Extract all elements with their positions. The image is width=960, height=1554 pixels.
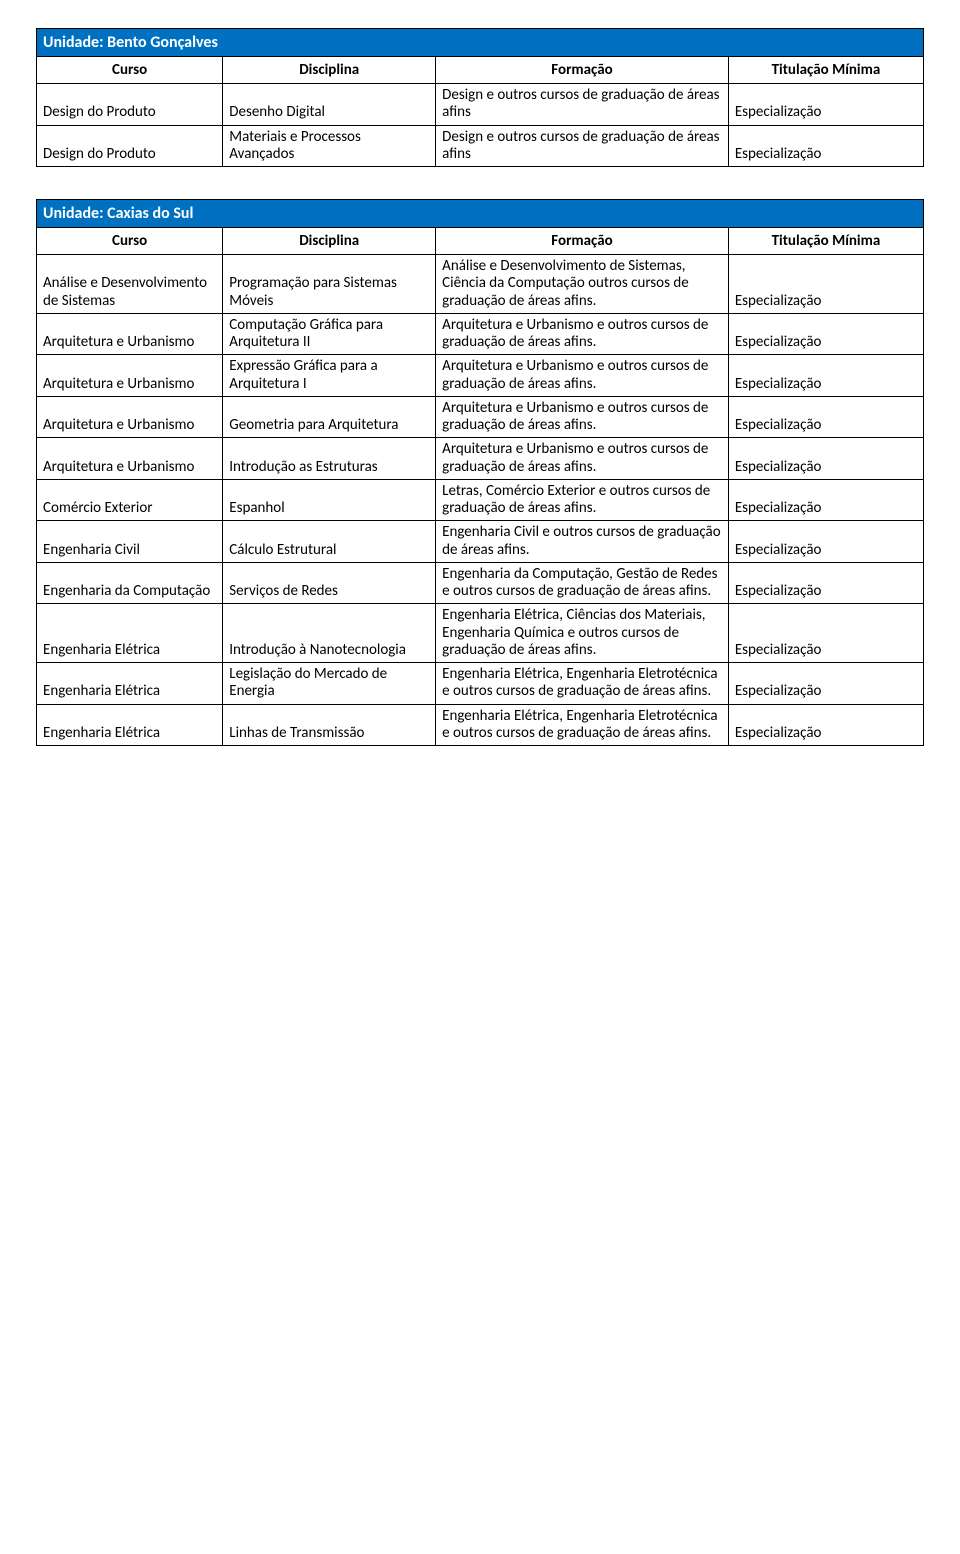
cell-formacao: Arquitetura e Urbanismo e outros cursos …	[436, 355, 729, 397]
cell-disciplina: Introdução à Nanotecnologia	[223, 604, 436, 663]
cell-curso: Design do Produto	[37, 125, 223, 167]
cell-disciplina: Linhas de Transmissão	[223, 704, 436, 746]
column-header-curso: Curso	[37, 57, 223, 84]
cell-formacao: Letras, Comércio Exterior e outros curso…	[436, 479, 729, 521]
cell-curso: Arquitetura e Urbanismo	[37, 438, 223, 480]
column-header-disciplina: Disciplina	[223, 57, 436, 84]
table-row: Engenharia da ComputaçãoServiços de Rede…	[37, 562, 924, 604]
cell-curso: Engenharia Civil	[37, 521, 223, 563]
cell-titulacao: Especialização	[728, 84, 923, 126]
cell-titulacao: Especialização	[728, 355, 923, 397]
cell-curso: Engenharia Elétrica	[37, 663, 223, 705]
cell-disciplina: Computação Gráfica para Arquitetura II	[223, 313, 436, 355]
cell-titulacao: Especialização	[728, 663, 923, 705]
column-header-formacao: Formação	[436, 228, 729, 255]
cell-formacao: Engenharia Elétrica, Ciências dos Materi…	[436, 604, 729, 663]
cell-formacao: Engenharia Civil e outros cursos de grad…	[436, 521, 729, 563]
cell-curso: Análise e Desenvolvimento de Sistemas	[37, 255, 223, 314]
table-row: Engenharia CivilCálculo EstruturalEngenh…	[37, 521, 924, 563]
cell-formacao: Design e outros cursos de graduação de á…	[436, 84, 729, 126]
table-row: Design do ProdutoDesenho DigitalDesign e…	[37, 84, 924, 126]
cell-formacao: Arquitetura e Urbanismo e outros cursos …	[436, 313, 729, 355]
unit-title: Unidade: Caxias do Sul	[37, 200, 924, 228]
cell-formacao: Análise e Desenvolvimento de Sistemas, C…	[436, 255, 729, 314]
cell-formacao: Arquitetura e Urbanismo e outros cursos …	[436, 438, 729, 480]
cell-curso: Arquitetura e Urbanismo	[37, 355, 223, 397]
table-row: Arquitetura e UrbanismoComputação Gráfic…	[37, 313, 924, 355]
cell-titulacao: Especialização	[728, 562, 923, 604]
cell-disciplina: Programação para Sistemas Móveis	[223, 255, 436, 314]
cell-disciplina: Legislação do Mercado de Energia	[223, 663, 436, 705]
cell-curso: Design do Produto	[37, 84, 223, 126]
table-row: Arquitetura e UrbanismoIntrodução as Est…	[37, 438, 924, 480]
column-header-titulacao: Titulação Mínima	[728, 228, 923, 255]
cell-titulacao: Especialização	[728, 396, 923, 438]
cell-curso: Comércio Exterior	[37, 479, 223, 521]
cell-titulacao: Especialização	[728, 521, 923, 563]
cell-disciplina: Introdução as Estruturas	[223, 438, 436, 480]
table-row: Comércio Exterior Espanhol Letras, Comér…	[37, 479, 924, 521]
cell-titulacao: Especialização	[728, 604, 923, 663]
section-table: Unidade: Bento GonçalvesCursoDisciplinaF…	[36, 28, 924, 167]
cell-formacao: Arquitetura e Urbanismo e outros cursos …	[436, 396, 729, 438]
cell-curso: Engenharia Elétrica	[37, 604, 223, 663]
unit-title: Unidade: Bento Gonçalves	[37, 29, 924, 57]
cell-formacao: Engenharia Elétrica, Engenharia Eletroté…	[436, 704, 729, 746]
unit-header-row: Unidade: Caxias do Sul	[37, 200, 924, 228]
cell-formacao: Design e outros cursos de graduação de á…	[436, 125, 729, 167]
column-header-disciplina: Disciplina	[223, 228, 436, 255]
column-header-row: CursoDisciplinaFormaçãoTitulação Mínima	[37, 228, 924, 255]
cell-disciplina: Serviços de Redes	[223, 562, 436, 604]
table-row: Design do ProdutoMateriais e Processos A…	[37, 125, 924, 167]
table-row: Arquitetura e UrbanismoExpressão Gráfica…	[37, 355, 924, 397]
cell-disciplina: Cálculo Estrutural	[223, 521, 436, 563]
section-table: Unidade: Caxias do SulCursoDisciplinaFor…	[36, 199, 924, 746]
unit-header-row: Unidade: Bento Gonçalves	[37, 29, 924, 57]
table-row: Engenharia ElétricaLinhas de Transmissão…	[37, 704, 924, 746]
cell-formacao: Engenharia da Computação, Gestão de Rede…	[436, 562, 729, 604]
table-row: Arquitetura e Urbanismo Geometria para A…	[37, 396, 924, 438]
column-header-titulacao: Titulação Mínima	[728, 57, 923, 84]
cell-curso: Engenharia da Computação	[37, 562, 223, 604]
cell-disciplina: Expressão Gráfica para a Arquitetura I	[223, 355, 436, 397]
column-header-curso: Curso	[37, 228, 223, 255]
cell-curso: Engenharia Elétrica	[37, 704, 223, 746]
column-header-formacao: Formação	[436, 57, 729, 84]
cell-curso: Arquitetura e Urbanismo	[37, 313, 223, 355]
cell-disciplina: Materiais e Processos Avançados	[223, 125, 436, 167]
cell-disciplina: Desenho Digital	[223, 84, 436, 126]
column-header-row: CursoDisciplinaFormaçãoTitulação Mínima	[37, 57, 924, 84]
table-row: Engenharia Elétrica Introdução à Nanotec…	[37, 604, 924, 663]
cell-curso: Arquitetura e Urbanismo	[37, 396, 223, 438]
cell-titulacao: Especialização	[728, 255, 923, 314]
cell-formacao: Engenharia Elétrica, Engenharia Eletroté…	[436, 663, 729, 705]
cell-titulacao: Especialização	[728, 479, 923, 521]
cell-titulacao: Especialização	[728, 313, 923, 355]
cell-titulacao: Especialização	[728, 125, 923, 167]
cell-disciplina: Geometria para Arquitetura	[223, 396, 436, 438]
table-row: Análise e Desenvolvimento de SistemasPro…	[37, 255, 924, 314]
cell-titulacao: Especialização	[728, 438, 923, 480]
table-row: Engenharia ElétricaLegislação do Mercado…	[37, 663, 924, 705]
cell-titulacao: Especialização	[728, 704, 923, 746]
cell-disciplina: Espanhol	[223, 479, 436, 521]
